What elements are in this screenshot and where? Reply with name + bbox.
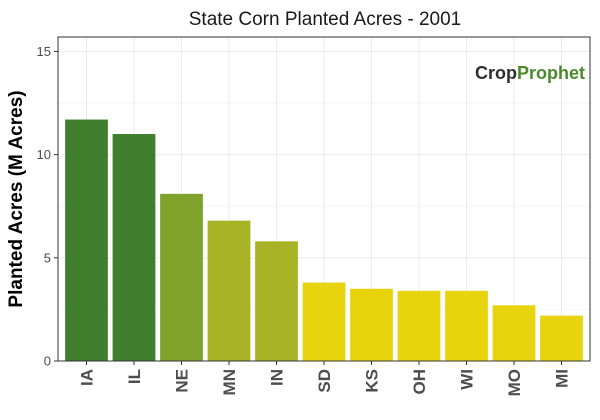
y-tick-label: 0 [44, 354, 51, 369]
x-tick-label-wi: WI [458, 369, 477, 390]
x-tick-label-sd: SD [315, 369, 334, 393]
x-tick-label-ne: NE [173, 369, 192, 393]
bar-mi [540, 315, 583, 361]
bar-in [255, 241, 298, 361]
bar-ks [350, 288, 393, 361]
bar-mo [492, 305, 536, 361]
x-tick-label-ks: KS [363, 369, 382, 393]
logo-crop-text: Crop [475, 63, 517, 83]
bar-ne [160, 193, 203, 361]
y-axis: 0 5 10 15 [37, 44, 58, 369]
x-tick-label-in: IN [268, 369, 287, 386]
x-tick-label-mo: MO [505, 369, 524, 396]
logo-prophet-text: Prophet [517, 63, 585, 83]
y-tick-label: 10 [37, 147, 51, 162]
y-axis-title: Planted Acres (M Acres) [6, 90, 27, 307]
x-axis: IA IL NE MN IN SD KS OH WI MO MI [78, 361, 572, 396]
bar-ia [65, 119, 108, 362]
plot-panel [57, 36, 591, 362]
x-tick-label-il: IL [125, 369, 144, 384]
bar-il [112, 133, 156, 361]
cropprophet-logo: CropProphet [475, 63, 585, 83]
bar-oh [397, 290, 441, 361]
chart-title: State Corn Planted Acres - 2001 [189, 9, 462, 30]
bars [65, 119, 583, 362]
x-tick-label-mn: MN [220, 369, 239, 395]
y-tick-label: 5 [44, 250, 51, 265]
y-tick-label: 15 [37, 44, 51, 59]
x-tick-label-oh: OH [410, 369, 429, 395]
x-tick-label-ia: IA [78, 369, 97, 386]
bar-wi [445, 290, 488, 361]
x-tick-label-mi: MI [553, 369, 572, 388]
bar-sd [302, 282, 346, 361]
bar-mn [207, 220, 251, 361]
svg-text:CropProphet: CropProphet [475, 63, 585, 83]
